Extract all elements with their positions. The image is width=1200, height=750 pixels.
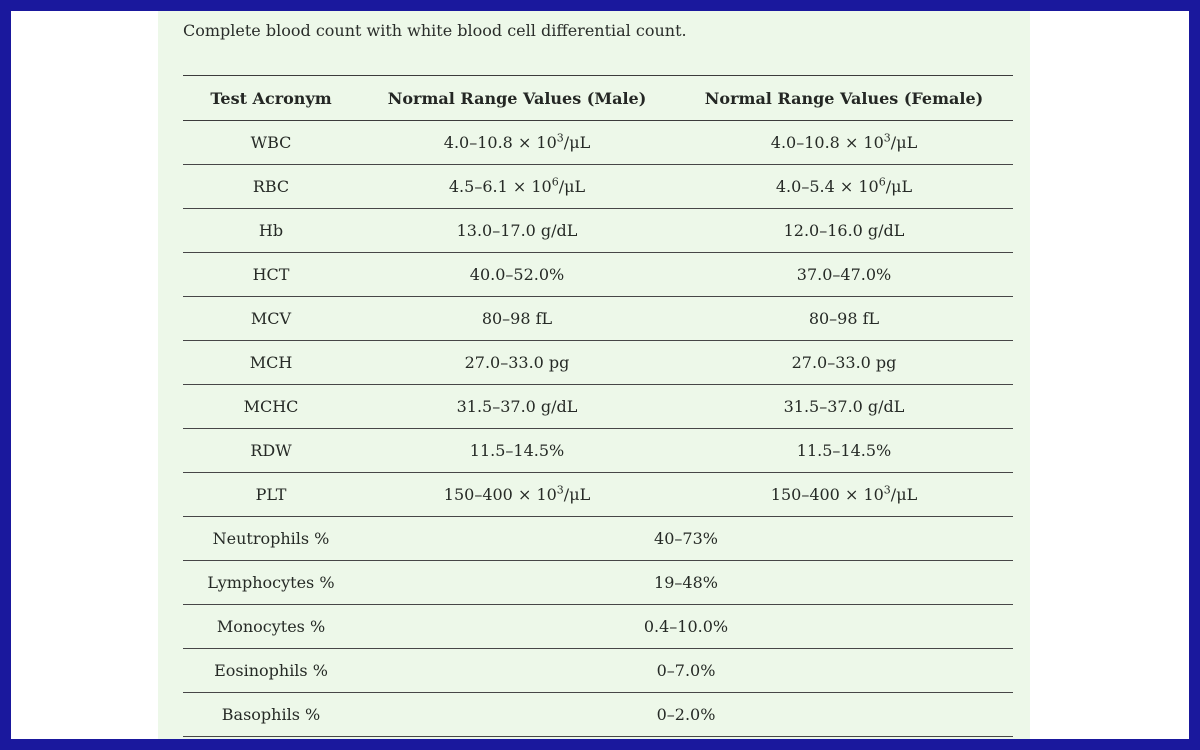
test-name-cell: RBC	[252, 177, 290, 196]
value-cell: 31.5–37.0 g/dL	[783, 397, 905, 416]
value-cell: 40.0–52.0%	[469, 265, 565, 284]
test-name-cell: PLT	[255, 485, 287, 504]
value-cell: 0.4–10.0%	[643, 617, 729, 636]
table-caption: Complete blood count with white blood ce…	[183, 21, 687, 40]
value-cell: 19–48%	[654, 573, 718, 592]
value-cell: 4.0–5.4 × 106/μL	[775, 175, 913, 196]
test-name-cell: MCH	[249, 353, 293, 372]
value-cell: 27.0–33.0 pg	[791, 353, 897, 372]
table-row: Lymphocytes % 19–48%	[183, 561, 1013, 605]
table-row: WBC 4.0–10.8 × 103/μL 4.0–10.8 × 103/μL	[183, 121, 1013, 165]
value-cell: 4.0–10.8 × 103/μL	[443, 131, 591, 152]
value-cell: 31.5–37.0 g/dL	[456, 397, 578, 416]
value-cell: 0–7.0%	[656, 661, 716, 680]
test-name-cell: Hb	[258, 221, 284, 240]
test-name-cell: RDW	[250, 441, 292, 460]
test-name-cell: MCV	[250, 309, 292, 328]
table-row: MCHC 31.5–37.0 g/dL 31.5–37.0 g/dL	[183, 385, 1013, 429]
cbc-reference-table: Test Acronym Normal Range Values (Male) …	[183, 75, 1013, 737]
test-name-cell: WBC	[250, 133, 292, 152]
table-row: MCH 27.0–33.0 pg 27.0–33.0 pg	[183, 341, 1013, 385]
header-normal-range-female: Normal Range Values (Female)	[704, 88, 984, 108]
table-row: Eosinophils % 0–7.0%	[183, 649, 1013, 693]
header-row: Test Acronym Normal Range Values (Male) …	[183, 75, 1013, 121]
header-normal-range-male: Normal Range Values (Male)	[387, 88, 647, 108]
value-cell: 80–98 fL	[808, 309, 880, 328]
value-cell: 12.0–16.0 g/dL	[783, 221, 905, 240]
value-cell: 27.0–33.0 pg	[464, 353, 570, 372]
test-name-cell: Basophils %	[221, 705, 321, 724]
value-cell: 150–400 × 103/μL	[770, 483, 918, 504]
table-row: HCT 40.0–52.0% 37.0–47.0%	[183, 253, 1013, 297]
table-row: PLT 150–400 × 103/μL 150–400 × 103/μL	[183, 473, 1013, 517]
test-name-cell: Lymphocytes %	[207, 573, 335, 592]
table-row: RBC 4.5–6.1 × 106/μL 4.0–5.4 × 106/μL	[183, 165, 1013, 209]
value-cell: 4.0–10.8 × 103/μL	[770, 131, 918, 152]
value-cell: 11.5–14.5%	[796, 441, 892, 460]
value-cell: 4.5–6.1 × 106/μL	[448, 175, 586, 196]
value-cell: 37.0–47.0%	[796, 265, 892, 284]
value-cell: 150–400 × 103/μL	[443, 483, 591, 504]
header-test-acronym: Test Acronym	[210, 88, 332, 108]
value-cell: 11.5–14.5%	[469, 441, 565, 460]
test-name-cell: MCHC	[243, 397, 299, 416]
table-row: Basophils % 0–2.0%	[183, 693, 1013, 737]
table-row: Monocytes % 0.4–10.0%	[183, 605, 1013, 649]
table-body: WBC 4.0–10.8 × 103/μL 4.0–10.8 × 103/μL RBC…	[183, 121, 1013, 737]
test-name-cell: Monocytes %	[216, 617, 326, 636]
value-cell: 40–73%	[654, 529, 718, 548]
test-name-cell: Neutrophils %	[212, 529, 330, 548]
table-row: Neutrophils % 40–73%	[183, 517, 1013, 561]
table-row: MCV 80–98 fL 80–98 fL	[183, 297, 1013, 341]
value-cell: 0–2.0%	[656, 705, 716, 724]
table-row: RDW 11.5–14.5% 11.5–14.5%	[183, 429, 1013, 473]
content-panel: Complete blood count with white blood ce…	[158, 11, 1030, 739]
test-name-cell: HCT	[252, 265, 290, 284]
value-cell: 80–98 fL	[481, 309, 553, 328]
value-cell: 13.0–17.0 g/dL	[456, 221, 578, 240]
table-row: Hb 13.0–17.0 g/dL 12.0–16.0 g/dL	[183, 209, 1013, 253]
test-name-cell: Eosinophils %	[214, 661, 328, 680]
